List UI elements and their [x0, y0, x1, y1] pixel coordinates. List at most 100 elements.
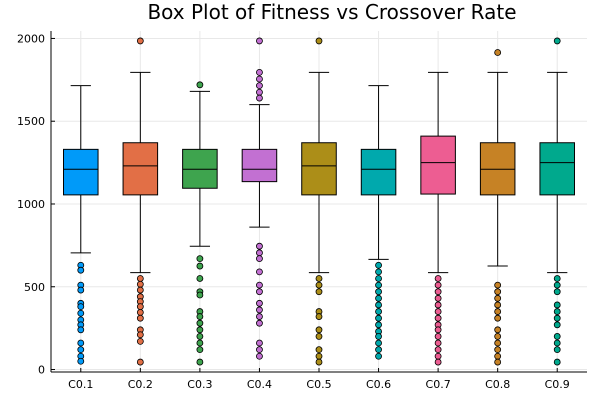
y-tick-label: 2000	[17, 32, 45, 45]
outlier-point	[256, 37, 263, 45]
outlier-point	[315, 313, 323, 320]
outlier-point	[256, 313, 263, 320]
outlier-point	[256, 306, 263, 314]
outlier-point	[494, 288, 502, 296]
box-rect	[420, 135, 456, 195]
outlier-point	[553, 281, 561, 289]
outlier-point	[375, 308, 382, 315]
outlier-point	[256, 339, 263, 347]
outlier-point	[553, 321, 561, 329]
outlier-point	[136, 358, 144, 366]
outlier-point	[256, 319, 263, 327]
outlier-point	[434, 346, 442, 354]
outlier-point	[553, 339, 561, 347]
box-group	[63, 85, 99, 365]
outlier-point	[375, 281, 382, 289]
outlier-point	[256, 281, 263, 289]
outlier-point	[256, 255, 263, 263]
outlier-point	[136, 314, 144, 322]
outlier-point	[196, 262, 204, 270]
outlier-point	[553, 308, 561, 315]
outlier-point	[375, 352, 382, 360]
outlier-point	[553, 275, 561, 282]
outlier-point	[256, 82, 263, 90]
x-tick-label: C0.1	[68, 378, 93, 391]
outlier-point	[553, 288, 561, 296]
box-group	[539, 37, 575, 366]
outlier-point	[315, 352, 323, 360]
outlier-point	[315, 326, 323, 334]
boxes-layer	[63, 37, 575, 366]
outlier-point	[315, 275, 323, 282]
outlier-point	[77, 266, 85, 274]
outlier-point	[136, 286, 144, 294]
box-group	[182, 81, 218, 366]
outlier-point	[196, 275, 204, 282]
outlier-point	[494, 339, 502, 347]
outlier-point	[494, 352, 502, 360]
outlier-point	[494, 346, 502, 354]
box-rect	[63, 148, 99, 196]
outlier-point	[494, 294, 502, 302]
outlier-point	[136, 280, 144, 288]
box-rect	[539, 142, 575, 196]
x-tick-label: C0.2	[128, 378, 153, 391]
outlier-point	[434, 301, 442, 309]
outlier-point	[375, 261, 382, 269]
outlier-point	[315, 346, 323, 354]
outlier-point	[196, 326, 204, 334]
outlier-point	[553, 358, 561, 366]
box-group	[122, 37, 159, 366]
outlier-point	[196, 346, 204, 354]
outlier-point	[434, 294, 442, 302]
outlier-point	[434, 333, 442, 340]
outlier-point	[434, 352, 442, 360]
outlier-point	[77, 346, 85, 354]
box-rect	[301, 142, 337, 196]
outlier-point	[553, 37, 561, 45]
box-group	[301, 37, 337, 366]
outlier-point	[256, 94, 263, 102]
outlier-point	[256, 249, 263, 257]
outlier-point	[315, 281, 323, 289]
x-tick-label: C0.7	[426, 378, 451, 391]
outlier-point	[196, 313, 204, 320]
outlier-point	[315, 358, 323, 366]
outlier-point	[136, 337, 144, 345]
y-tick-label: 500	[24, 281, 45, 294]
outlier-point	[434, 308, 442, 315]
outlier-point	[375, 275, 382, 282]
x-tick-label: C0.5	[306, 378, 331, 391]
outlier-point	[136, 303, 144, 311]
outlier-point	[315, 333, 323, 340]
y-tick-label: 1500	[17, 115, 45, 128]
outlier-point	[494, 314, 502, 322]
outlier-point	[136, 309, 144, 316]
outlier-point	[136, 37, 144, 45]
x-tick-label: C0.9	[545, 378, 570, 391]
outlier-point	[77, 303, 85, 311]
outlier-point	[256, 75, 263, 83]
outlier-point	[256, 242, 263, 250]
outlier-point	[196, 339, 204, 347]
outlier-point	[136, 275, 144, 282]
outlier-point	[375, 301, 382, 309]
box-rect	[122, 142, 159, 196]
box-group	[420, 71, 456, 366]
outlier-point	[196, 291, 204, 299]
outlier-point	[494, 326, 502, 334]
outlier-point	[375, 339, 382, 347]
box-group	[360, 85, 397, 360]
outlier-point	[77, 326, 85, 334]
outlier-point	[494, 281, 502, 289]
outlier-point	[494, 333, 502, 340]
outlier-point	[494, 301, 502, 309]
outlier-point	[375, 268, 382, 276]
box-rect	[360, 148, 397, 196]
x-tick-label: C0.3	[187, 378, 212, 391]
x-tick-label: C0.8	[485, 378, 510, 391]
outlier-point	[315, 37, 323, 45]
outlier-point	[196, 333, 204, 340]
outlier-point	[256, 352, 263, 360]
